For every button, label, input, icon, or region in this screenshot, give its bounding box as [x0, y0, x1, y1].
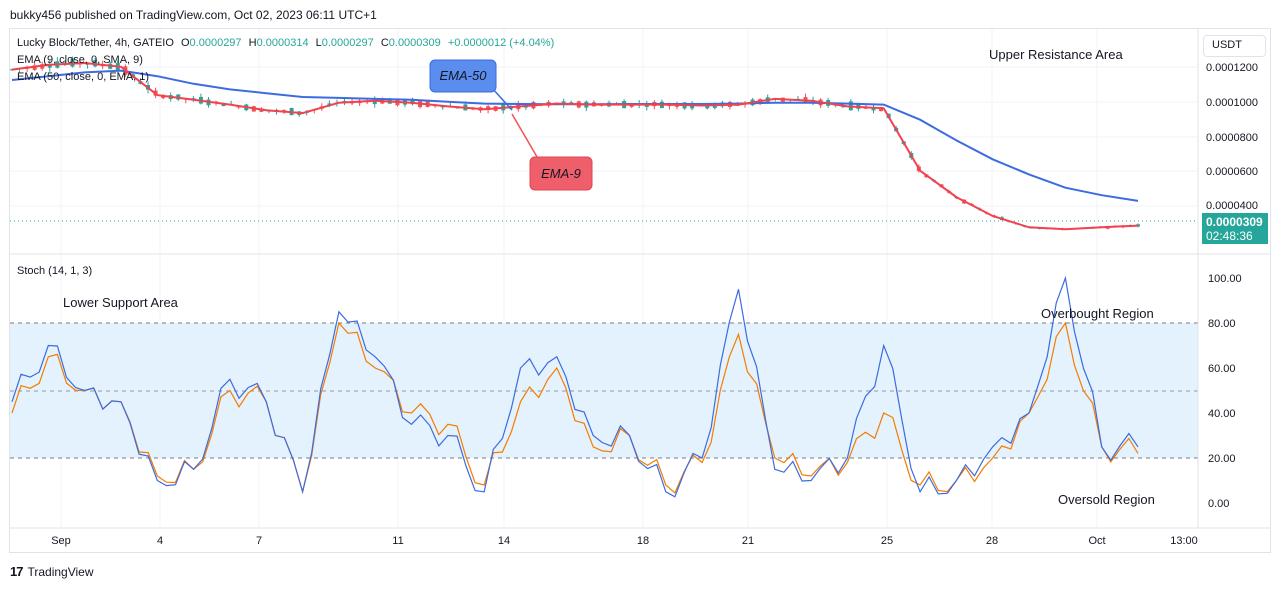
candle-body: [10, 69, 14, 71]
time-tick: 11: [392, 535, 403, 547]
ema50-callout: EMA-50: [429, 59, 513, 111]
candle-body: [440, 106, 445, 108]
overbought-label: Overbought Region: [1041, 306, 1154, 321]
legend-change: +0.0000012 (+4.04%): [448, 37, 554, 49]
ema9-line: [11, 61, 1139, 231]
lower-support-label: Lower Support Area: [63, 295, 179, 310]
legend-line-1: Lucky Block/Tether, 4h, GATEIO O0.000029…: [17, 37, 554, 49]
time-tick: 28: [986, 535, 998, 547]
ema50-callout-label: EMA-50: [440, 68, 488, 83]
stoch-d-line: [11, 321, 1139, 495]
current-price-badge: 0.0000309 02:48:36: [1202, 213, 1268, 244]
legend-symbol: Lucky Block/Tether, 4h, GATEIO: [17, 37, 174, 49]
stoch-tick: 80.00: [1208, 318, 1236, 330]
currency-selector[interactable]: USDT: [1203, 35, 1266, 57]
price-scale: 0.0001200 0.0001000 0.0000800 0.0000600 …: [1206, 62, 1258, 212]
brand-name: TradingView: [27, 564, 94, 579]
time-axis: Sep 4 7 11 14 18 21 25 28 Oct 13:00: [51, 535, 1198, 547]
ema9-callout-label: EMA-9: [541, 166, 581, 181]
time-tick: Sep: [51, 535, 71, 547]
stoch-tick: 20.00: [1208, 453, 1236, 465]
time-tick: 21: [742, 535, 754, 547]
oversold-label: Oversold Region: [1058, 492, 1155, 507]
chart-frame: [9, 28, 1271, 553]
tradingview-logo-icon: 17: [10, 564, 24, 579]
time-tick: 4: [157, 535, 163, 547]
ema9-callout: EMA-9: [511, 113, 593, 191]
legend-c-label: C: [381, 37, 389, 49]
candle-body: [841, 106, 846, 108]
stoch-tick: 60.00: [1208, 363, 1236, 375]
price-tick: 0.0001000: [1206, 97, 1258, 109]
bar-countdown: 02:48:36: [1206, 229, 1253, 243]
time-tick: 7: [256, 535, 262, 547]
candle-body: [1136, 224, 1140, 227]
legend-ema50: EMA (50, close, 0, EMA, 1): [17, 71, 149, 83]
legend-l-value: 0.0000297: [322, 37, 374, 49]
stoch-scale: 100.00 80.00 60.00 40.00 20.00 0.00: [1208, 273, 1242, 510]
current-price: 0.0000309: [1206, 215, 1263, 229]
stoch-tick: 0.00: [1208, 498, 1229, 510]
price-tick: 0.0000800: [1206, 132, 1258, 144]
stoch-tick: 40.00: [1208, 408, 1236, 420]
ema9-callout-pointer: [511, 113, 541, 163]
price-tick: 0.0000600: [1206, 166, 1258, 178]
legend-o-value: 0.0000297: [190, 37, 242, 49]
footer[interactable]: 17 TradingView: [10, 564, 94, 579]
time-tick: 14: [498, 535, 510, 547]
legend-o-label: O: [181, 37, 190, 49]
legend-ema9: EMA (9, close, 0, SMA, 9): [17, 54, 143, 66]
stoch-tick: 100.00: [1208, 273, 1242, 285]
time-tick: 25: [881, 535, 893, 547]
stoch-title: Stoch (14, 1, 3): [17, 265, 92, 277]
time-tick: Oct: [1088, 535, 1105, 547]
price-tick: 0.0001200: [1206, 62, 1258, 74]
legend-c-value: 0.0000309: [389, 37, 441, 49]
publisher-caption: bukky456 published on TradingView.com, O…: [10, 8, 377, 22]
ema50-callout-pointer: [491, 87, 513, 111]
upper-resistance-label: Upper Resistance Area: [989, 47, 1123, 62]
legend-h-value: 0.0000314: [257, 37, 309, 49]
ema9-callout-box: [529, 156, 593, 191]
candle-body: [70, 58, 75, 67]
time-tick: 13:00: [1170, 535, 1198, 547]
price-tick: 0.0000400: [1206, 200, 1258, 212]
legend-l-label: L: [316, 37, 322, 49]
stoch-k-line: [11, 275, 1139, 498]
time-tick: 18: [637, 535, 649, 547]
legend-h-label: H: [249, 37, 257, 49]
ema50-callout-box: [429, 59, 497, 93]
